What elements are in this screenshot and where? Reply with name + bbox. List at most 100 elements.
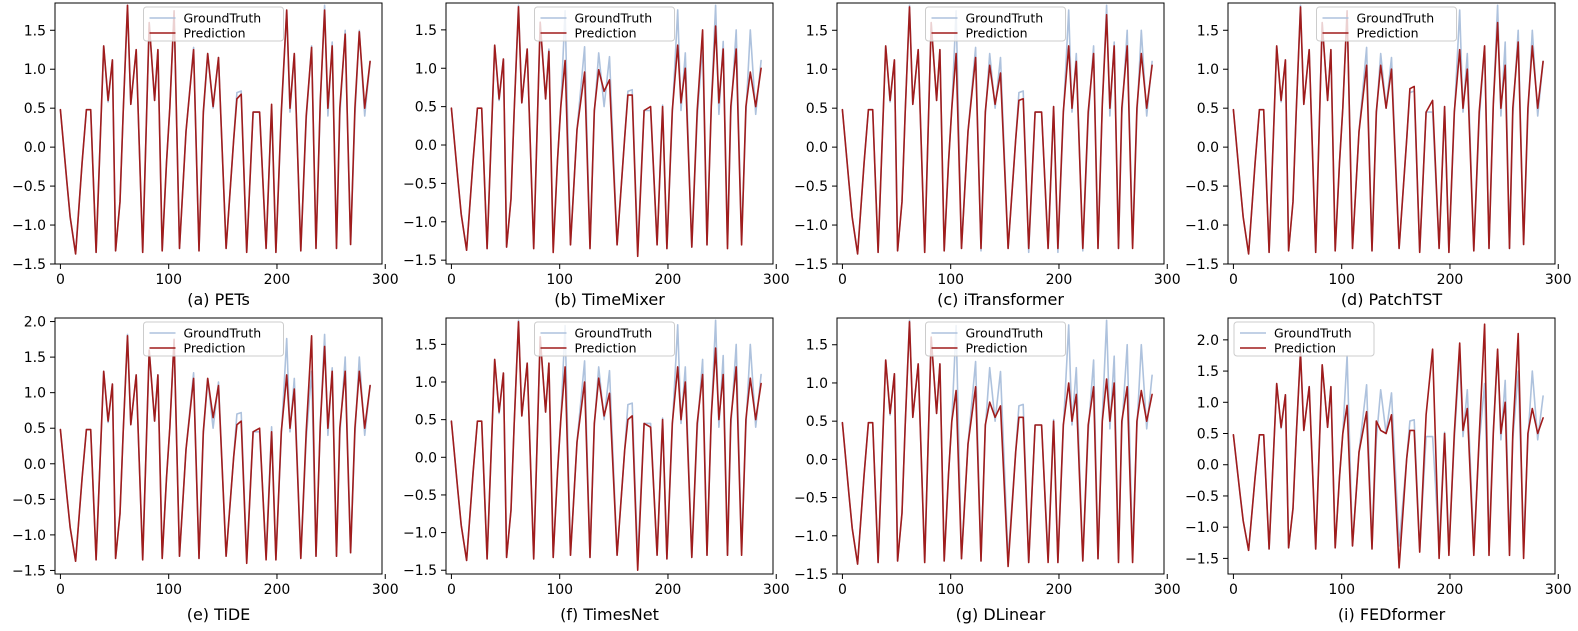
subplot-2: 0 100 200 300 −1.5 −1.0 −0.5 0.0 0.5 1.0 1.5 Ground… bbox=[403, 2, 790, 288]
svg-text:300: 300 bbox=[763, 272, 790, 288]
svg-text:−1.5: −1.5 bbox=[12, 257, 46, 273]
subplot-8: 0 100 200 300 −1.5 −1.0 −0.5 0.0 0.5 1.0 1.5 2.0 Gro… bbox=[1185, 317, 1572, 598]
x-tick: 200 bbox=[264, 264, 291, 288]
svg-text:100: 100 bbox=[1328, 582, 1355, 598]
x-tick: 200 bbox=[1046, 574, 1072, 598]
x-tick: 100 bbox=[937, 574, 964, 598]
svg-text:−1.0: −1.0 bbox=[794, 218, 828, 234]
x-tick: 0 bbox=[447, 264, 456, 288]
svg-text:−1.5: −1.5 bbox=[794, 257, 828, 273]
x-tick: 300 bbox=[1154, 264, 1181, 288]
y-tick: 0.0 bbox=[24, 140, 55, 156]
prediction-line bbox=[841, 321, 1153, 568]
x-tick: 200 bbox=[1046, 264, 1072, 288]
y-tick: 0.5 bbox=[24, 101, 55, 117]
legend-item: Prediction bbox=[931, 341, 1028, 356]
y-tick: 2.0 bbox=[24, 315, 55, 331]
x-tick: 300 bbox=[1545, 264, 1572, 288]
x-tick: 300 bbox=[763, 264, 790, 288]
svg-text:300: 300 bbox=[763, 582, 790, 598]
svg-text:0: 0 bbox=[838, 582, 847, 598]
y-tick: 1.5 bbox=[806, 338, 837, 354]
subplot-caption: (e) TiDE bbox=[186, 605, 251, 624]
svg-text:GroundTruth: GroundTruth bbox=[575, 11, 653, 26]
subplot-caption: (g) DLinear bbox=[955, 605, 1046, 624]
svg-text:1.5: 1.5 bbox=[806, 338, 828, 354]
y-tick: 1.5 bbox=[806, 23, 837, 39]
line-chart: 0 100 200 300 −1.5 −1.0 −0.5 0.0 0.5 1.0 1.5 Ground… bbox=[794, 317, 1181, 598]
y-tick: 1.0 bbox=[24, 386, 55, 402]
y-tick: −1.0 bbox=[403, 526, 446, 542]
svg-text:0.0: 0.0 bbox=[415, 138, 437, 154]
x-tick: 300 bbox=[1545, 574, 1572, 598]
subplot-4: 0 100 200 300 −1.5 −1.0 −0.5 0.0 0.5 1.0 1.5 Ground… bbox=[1185, 2, 1572, 288]
y-tick: −1.0 bbox=[794, 529, 837, 545]
subplot-5: 0 100 200 300 −1.5 −1.0 −0.5 0.0 0.5 1.0 1.5 2.0 Gro… bbox=[12, 315, 399, 598]
svg-text:Prediction: Prediction bbox=[966, 26, 1028, 41]
svg-text:200: 200 bbox=[264, 272, 291, 288]
svg-text:GroundTruth: GroundTruth bbox=[1274, 326, 1352, 341]
axes-frame bbox=[54, 317, 383, 575]
axes-frame bbox=[445, 317, 774, 575]
svg-text:0.0: 0.0 bbox=[415, 450, 437, 466]
axes-frame bbox=[836, 2, 1165, 265]
svg-text:−1.5: −1.5 bbox=[794, 567, 828, 583]
legend-item: Prediction bbox=[931, 26, 1028, 41]
y-tick: −1.0 bbox=[12, 528, 55, 544]
svg-text:1.0: 1.0 bbox=[24, 62, 46, 78]
svg-text:0.5: 0.5 bbox=[24, 421, 46, 437]
legend-item: GroundTruth bbox=[540, 11, 653, 26]
axes-frame bbox=[1227, 317, 1556, 575]
ground-truth-line bbox=[841, 319, 1153, 565]
y-tick: 0.0 bbox=[1197, 458, 1228, 474]
svg-text:1.0: 1.0 bbox=[1197, 62, 1219, 78]
subplot-caption: (c) iTransformer bbox=[937, 290, 1064, 309]
y-tick: −1.0 bbox=[403, 215, 446, 231]
y-tick: 0.0 bbox=[806, 452, 837, 468]
subplot-6: 0 100 200 300 −1.5 −1.0 −0.5 0.0 0.5 1.0 1.5 Ground… bbox=[403, 317, 790, 598]
line-chart: 0 100 200 300 −1.5 −1.0 −0.5 0.0 0.5 1.0 1.5 Ground… bbox=[403, 2, 790, 288]
svg-text:0.0: 0.0 bbox=[806, 452, 828, 468]
y-tick: 1.5 bbox=[24, 350, 55, 366]
svg-text:1.5: 1.5 bbox=[806, 23, 828, 39]
svg-text:0: 0 bbox=[447, 272, 456, 288]
svg-text:100: 100 bbox=[155, 582, 182, 598]
line-chart: 0 100 200 300 −1.5 −1.0 −0.5 0.0 0.5 1.0 1.5 Ground… bbox=[794, 2, 1181, 288]
svg-text:300: 300 bbox=[372, 582, 399, 598]
svg-text:300: 300 bbox=[1545, 582, 1572, 598]
legend-item: Prediction bbox=[149, 26, 246, 41]
svg-text:0.5: 0.5 bbox=[1197, 101, 1219, 117]
legend-item: GroundTruth bbox=[149, 326, 261, 341]
y-tick: 0.0 bbox=[415, 450, 446, 466]
svg-text:200: 200 bbox=[655, 582, 682, 598]
svg-text:0.5: 0.5 bbox=[806, 414, 828, 430]
svg-text:0: 0 bbox=[1229, 272, 1238, 288]
svg-text:Prediction: Prediction bbox=[575, 26, 637, 41]
axes-frame bbox=[445, 2, 774, 265]
x-tick: 100 bbox=[155, 264, 182, 288]
y-tick: 0.0 bbox=[1197, 140, 1228, 156]
svg-text:100: 100 bbox=[1328, 272, 1355, 288]
x-tick: 0 bbox=[447, 574, 456, 598]
svg-text:0.0: 0.0 bbox=[24, 140, 46, 156]
legend-item: Prediction bbox=[540, 341, 637, 356]
svg-text:200: 200 bbox=[1437, 272, 1464, 288]
svg-text:Prediction: Prediction bbox=[1357, 26, 1419, 41]
x-tick: 300 bbox=[372, 264, 399, 288]
prediction-line bbox=[450, 321, 762, 571]
svg-text:−0.5: −0.5 bbox=[12, 179, 46, 195]
y-tick: 1.5 bbox=[1197, 364, 1228, 380]
axes-frame bbox=[836, 317, 1165, 575]
svg-text:1.5: 1.5 bbox=[24, 350, 46, 366]
svg-text:1.5: 1.5 bbox=[415, 337, 437, 353]
y-tick: −1.5 bbox=[12, 257, 55, 273]
line-chart: 0 100 200 300 −1.5 −1.0 −0.5 0.0 0.5 1.0 1.5 2.0 Gro… bbox=[1185, 317, 1572, 598]
y-tick: 1.5 bbox=[1197, 23, 1228, 39]
x-tick: 0 bbox=[838, 264, 847, 288]
line-chart: 0 100 200 300 −1.5 −1.0 −0.5 0.0 0.5 1.0 1.5 Ground… bbox=[1185, 2, 1572, 288]
x-tick: 100 bbox=[546, 574, 573, 598]
